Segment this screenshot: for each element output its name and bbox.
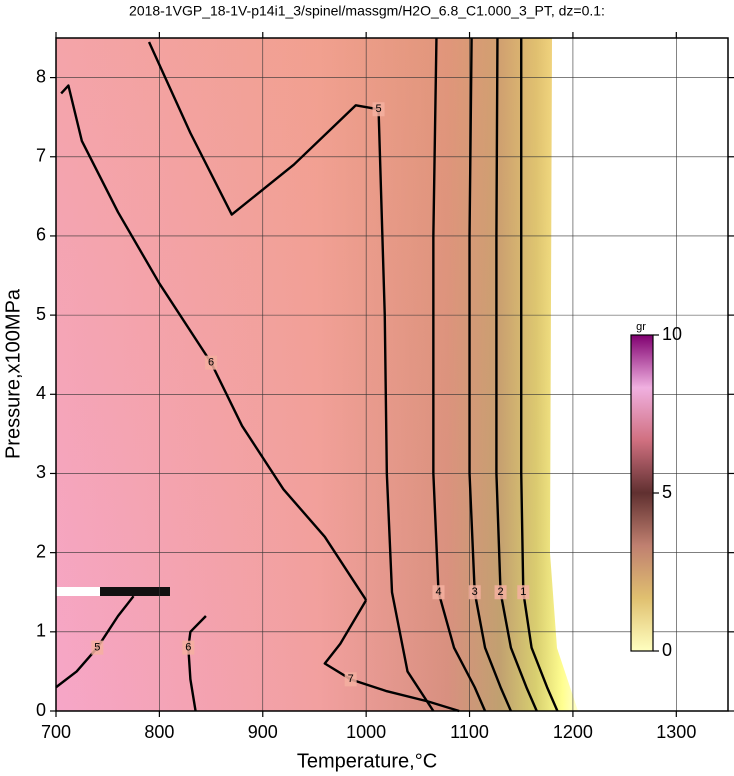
contour-label-bg (344, 672, 357, 687)
colorbar-tick-label: 0 (662, 640, 672, 660)
contour-label: 3 (472, 586, 478, 598)
colorbar-scale (630, 334, 654, 652)
y-axis-label: Pressure,x100MPa (2, 288, 24, 459)
contour-label: 6 (208, 357, 214, 369)
contour-label-bg (182, 640, 195, 655)
x-tick-label: 700 (41, 722, 71, 742)
contour-label-bg (517, 585, 530, 600)
contour-label-bg (494, 585, 507, 600)
x-tick-label: 1300 (656, 722, 696, 742)
contour-label-bg (91, 640, 104, 655)
contour-label-bg (372, 102, 385, 117)
contours: 1 2 3 4 5 6 7 5 6 (55, 37, 559, 713)
contour-label: 1 (520, 586, 526, 598)
colorbar: gr 0 5 10 (630, 321, 682, 660)
x-tick-label: 1000 (346, 722, 386, 742)
x-tick-label: 1100 (450, 722, 489, 742)
contour-label-bg (205, 355, 218, 370)
y-tick-label: 7 (36, 146, 46, 166)
y-tick-label: 3 (36, 462, 46, 482)
x-tick-label: 900 (248, 722, 278, 742)
y-tick-label: 2 (36, 541, 46, 561)
field (56, 38, 578, 711)
colorbar-tick-label: 5 (662, 482, 672, 502)
x-tick-label: 800 (144, 722, 174, 742)
y-tick-label: 4 (36, 383, 46, 403)
plot-frame (55, 37, 729, 712)
x-axis-label: Temperature,°C (297, 750, 437, 772)
contour-label-bg (432, 585, 445, 600)
colorbar-label: gr (636, 321, 646, 333)
x-tick-label: 1200 (553, 722, 593, 742)
colorbar-tick-label: 10 (662, 324, 682, 344)
chart-title: 2018-1VGP_18-1V-p14i1_3/spinel/massgm/H2… (129, 3, 605, 19)
y-tick-label: 5 (36, 304, 46, 324)
contour-label: 2 (497, 586, 503, 598)
y-tick-label: 8 (36, 66, 46, 86)
grid (55, 38, 728, 712)
y-tick-label: 0 (36, 700, 46, 720)
contour-label: 7 (348, 673, 354, 685)
contour-label: 5 (94, 642, 100, 654)
contour-label-bg (468, 585, 481, 600)
contour-label: 5 (375, 103, 381, 115)
contour-label: 6 (185, 642, 191, 654)
contour-label: 4 (435, 586, 441, 598)
y-tick-label: 6 (36, 225, 46, 245)
y-tick-label: 1 (36, 621, 46, 641)
